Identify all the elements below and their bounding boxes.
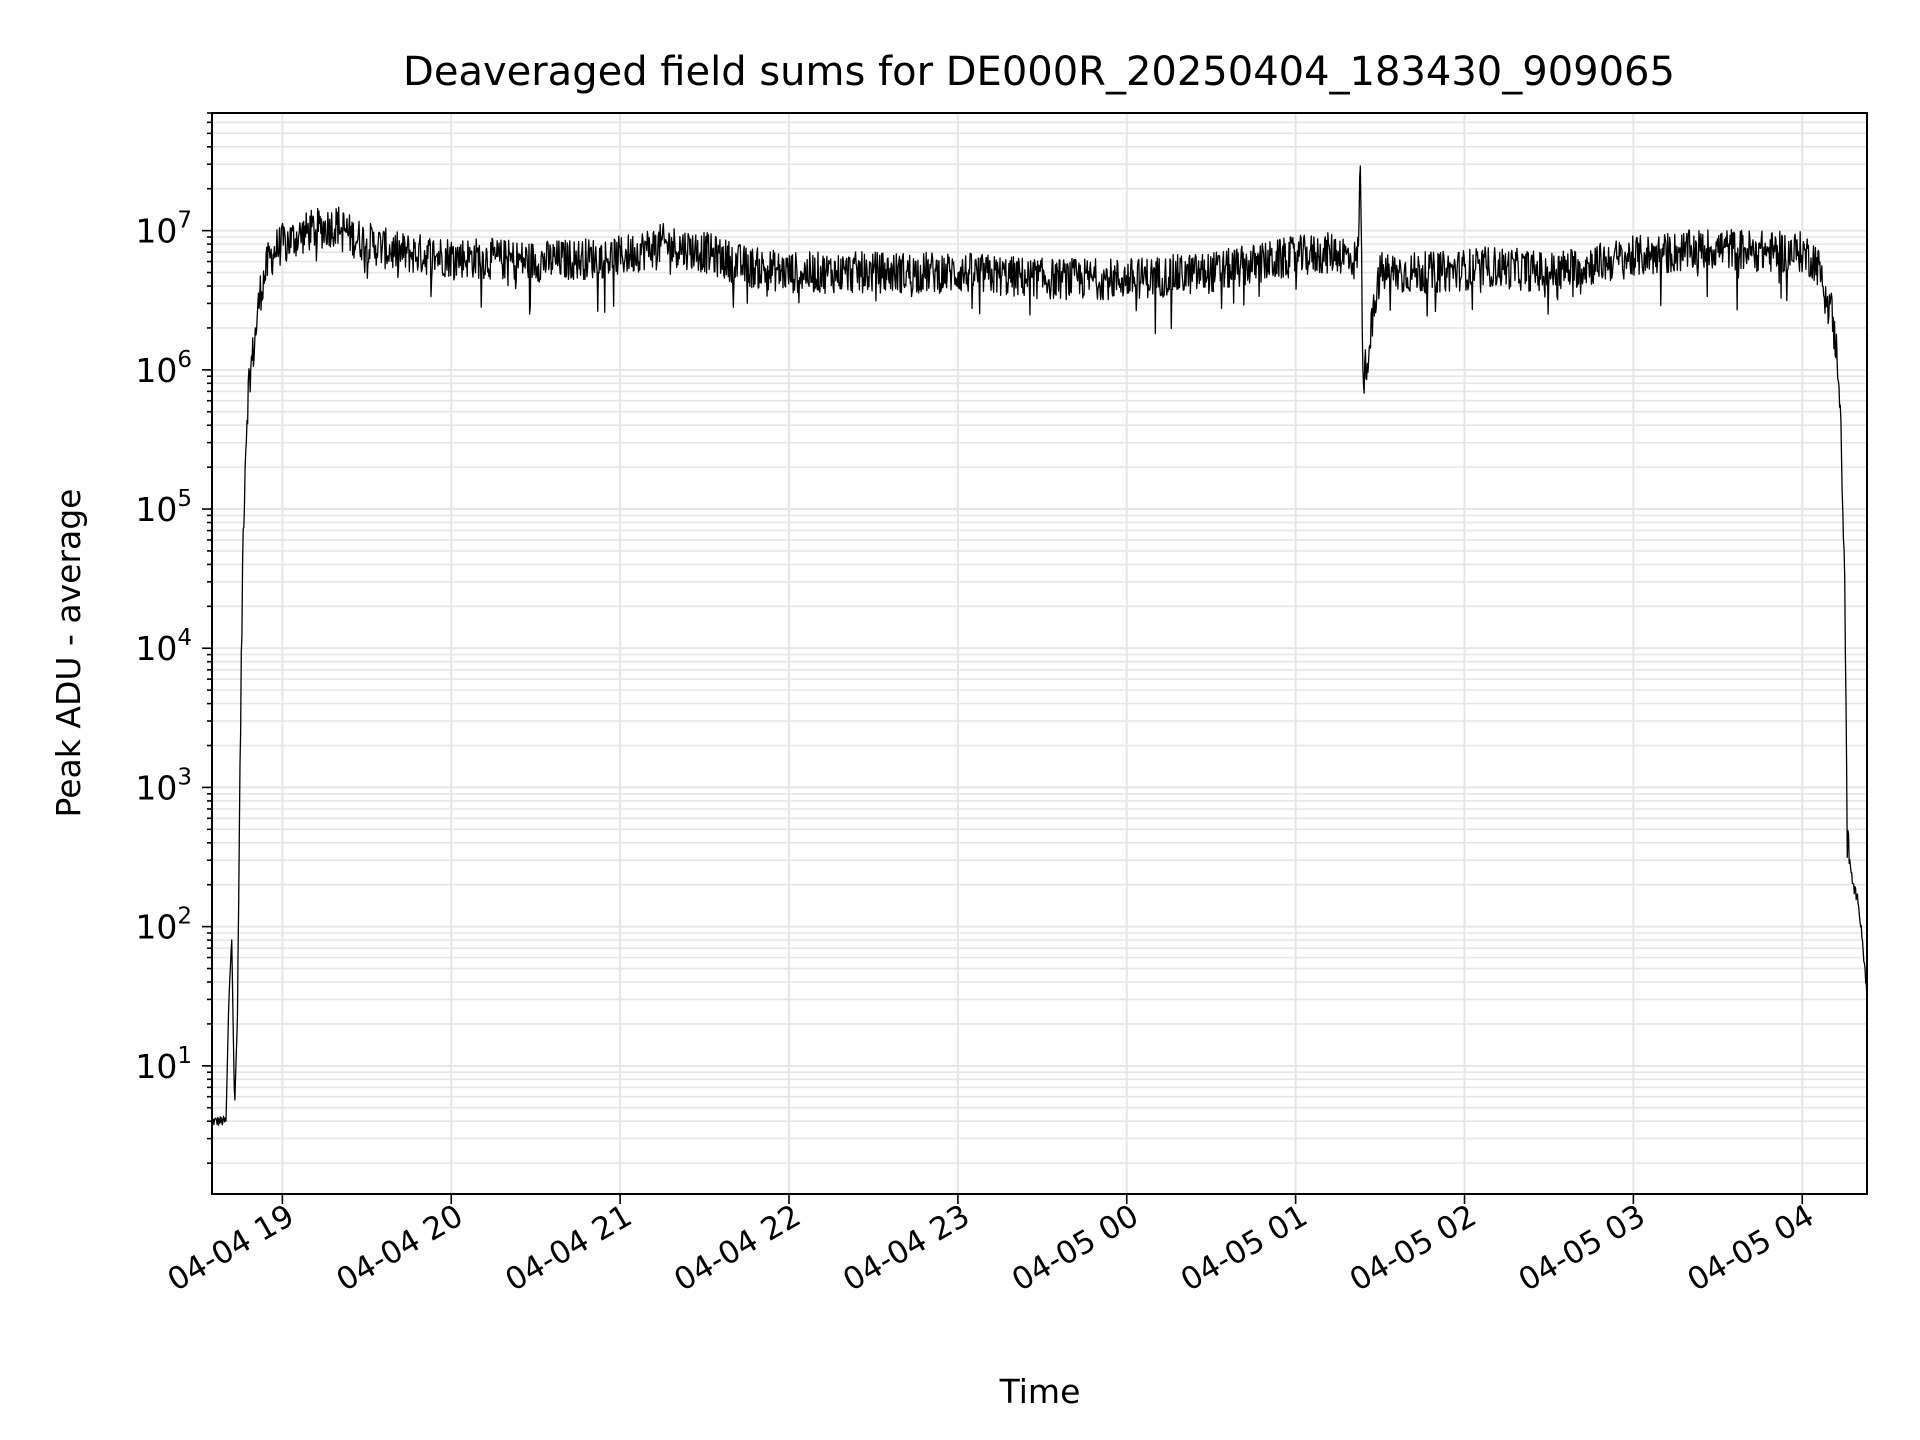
y-tick-base: 10 xyxy=(135,768,177,807)
y-tick-base: 10 xyxy=(135,490,177,529)
y-tick-exponent: 2 xyxy=(177,904,192,930)
y-tick-label: 105 xyxy=(135,486,192,529)
series-layer xyxy=(211,165,1868,1126)
y-tick-label: 101 xyxy=(135,1043,192,1086)
y-tick-label: 106 xyxy=(135,347,192,390)
y-axis-label: Peak ADU - average xyxy=(49,489,88,818)
y-tick-label: 104 xyxy=(135,625,192,668)
y-tick-exponent: 7 xyxy=(177,208,192,234)
y-tick-label: 107 xyxy=(135,208,192,251)
y-tick-exponent: 3 xyxy=(177,764,192,790)
y-tick-exponent: 5 xyxy=(177,486,192,512)
y-tick-base: 10 xyxy=(135,1047,177,1086)
y-tick-exponent: 1 xyxy=(177,1043,192,1069)
y-tick-base: 10 xyxy=(135,351,177,390)
y-tick-label: 102 xyxy=(135,904,192,947)
y-tick-exponent: 4 xyxy=(177,625,192,651)
y-tick-exponent: 6 xyxy=(177,347,192,373)
plot-frame xyxy=(211,112,1868,1195)
chart-title: Deaveraged field sums for DE000R_2025040… xyxy=(403,49,1675,95)
y-tick-label: 103 xyxy=(135,764,192,807)
series-line xyxy=(211,165,1868,1126)
y-tick-base: 10 xyxy=(135,908,177,947)
y-tick-base: 10 xyxy=(135,629,177,668)
x-axis-label: Time xyxy=(999,1372,1081,1411)
y-tick-base: 10 xyxy=(135,212,177,251)
